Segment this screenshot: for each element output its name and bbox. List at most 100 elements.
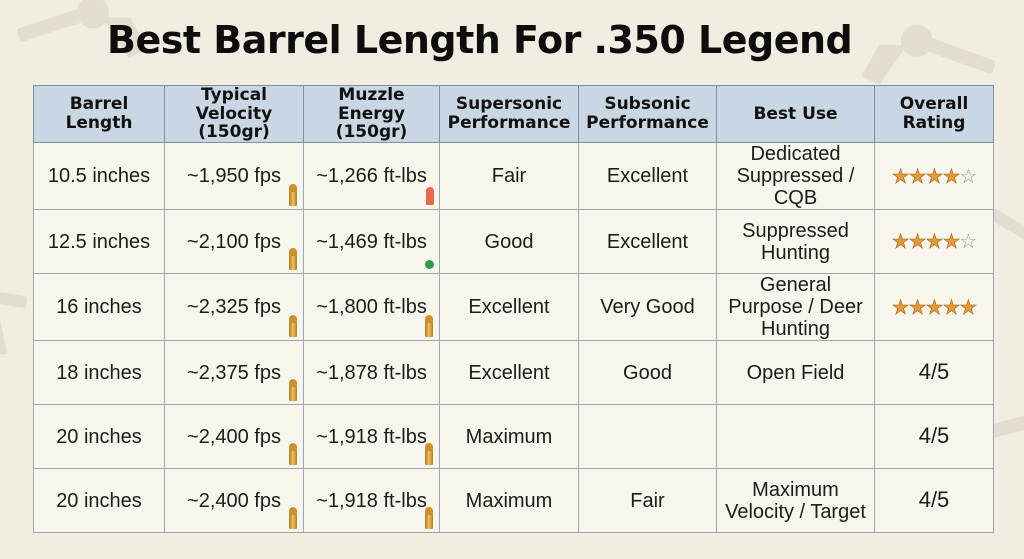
- header-best-use: Best Use: [716, 84, 875, 144]
- star-empty-icon: ☆: [959, 163, 977, 188]
- header-row: Barrel Length Typical Velocity (150gr) M…: [33, 84, 994, 144]
- energy-cell: ~1,878 ft-lbs: [303, 340, 440, 406]
- best-use-cell-text: Maximum Velocity / Target: [725, 478, 866, 523]
- cartridge-icon: [289, 184, 297, 207]
- star-filled-icon: ★: [891, 229, 910, 254]
- table-row: 20 inches ~2,400 fps ~1,918 ft-lbs Maximum 4…: [33, 404, 994, 470]
- subsonic-cell-text: Fair: [630, 489, 665, 512]
- rating-cell: 4/5: [874, 340, 994, 406]
- table-row: 16 inches ~2,325 fps ~1,800 ft-lbs Excellen…: [33, 273, 994, 342]
- supersonic-cell: Good: [439, 209, 579, 275]
- barrel-length-cell-text: 12.5 inches: [47, 230, 151, 253]
- subsonic-cell: Very Good: [578, 273, 717, 342]
- rating-cell: ★★★★★: [874, 273, 994, 342]
- cartridge-icon: [289, 507, 297, 530]
- cartridge-icon: [289, 443, 297, 466]
- best-use-cell-text: Dedicated Suppressed / CQB: [736, 143, 855, 210]
- subsonic-cell-text: Good: [623, 361, 672, 384]
- star-rating: ★★★★☆: [891, 163, 977, 188]
- supersonic-cell: Maximum: [439, 404, 579, 470]
- subsonic-cell: Excellent: [578, 142, 717, 211]
- velocity-cell: ~2,325 fps: [164, 273, 304, 342]
- star-empty-icon: ☆: [959, 229, 977, 254]
- rating-text: 4/5: [918, 487, 950, 513]
- energy-cell: ~1,266 ft-lbs: [303, 142, 440, 211]
- barrel-length-cell: 20 inches: [33, 468, 165, 534]
- table-row: 18 inches ~2,375 fps ~1,878 ft-lbs Excellen…: [33, 340, 994, 406]
- best-use-cell: Open Field: [716, 340, 875, 406]
- green-dot-icon: [425, 260, 434, 270]
- supersonic-cell-text: Excellent: [468, 296, 550, 319]
- cartridge-icon: [289, 379, 297, 402]
- supersonic-cell: Excellent: [439, 340, 579, 406]
- star-filled-icon: ★: [908, 163, 927, 188]
- velocity-cell-text: ~1,950 fps: [187, 165, 281, 188]
- velocity-cell: ~2,400 fps: [164, 468, 304, 534]
- subsonic-cell-text: Very Good: [600, 296, 695, 319]
- supersonic-cell-text: Excellent: [468, 361, 550, 384]
- subsonic-cell: Good: [578, 340, 717, 406]
- header-barrel-length: Barrel Length: [33, 84, 165, 144]
- page-title: Best Barrel Length For .350 Legend: [107, 18, 853, 62]
- star-filled-icon: ★: [942, 294, 961, 319]
- subsonic-cell-text: Excellent: [606, 165, 689, 188]
- energy-cell-text: ~1,266 ft-lbs: [316, 165, 427, 188]
- barrel-length-cell-text: 16 inches: [56, 296, 142, 319]
- table-row: 12.5 inches ~2,100 fps ~1,469 ft-lbs Good Ex…: [33, 209, 994, 275]
- velocity-cell-text: ~2,400 fps: [187, 425, 281, 448]
- rating-text: 4/5: [918, 423, 950, 449]
- subsonic-cell: Excellent: [578, 209, 717, 275]
- energy-cell-text: ~1,469 ft-lbs: [316, 230, 427, 253]
- rating-cell: ★★★★☆: [874, 209, 994, 275]
- revolver-icon: [0, 290, 28, 355]
- rating-cell: 4/5: [874, 468, 994, 534]
- rating-cell: 4/5: [874, 404, 994, 470]
- cartridge-icon: [289, 248, 297, 271]
- red-bullet-icon: [426, 187, 434, 206]
- best-use-cell: [716, 404, 875, 470]
- cartridge-icon: [425, 443, 433, 466]
- cartridge-icon: [425, 315, 433, 338]
- best-use-cell: General Purpose / Deer Hunting: [716, 273, 875, 342]
- table-row: 20 inches ~2,400 fps ~1,918 ft-lbs Maximum F…: [33, 468, 994, 534]
- star-rating: ★★★★☆: [891, 229, 977, 254]
- velocity-cell: ~2,400 fps: [164, 404, 304, 470]
- supersonic-cell: Maximum: [439, 468, 579, 534]
- star-filled-icon: ★: [891, 294, 910, 319]
- rating-cell: ★★★★☆: [874, 142, 994, 211]
- barrel-length-cell-text: 10.5 inches: [47, 165, 151, 188]
- barrel-length-cell: 16 inches: [33, 273, 165, 342]
- velocity-cell-text: ~2,375 fps: [187, 361, 281, 384]
- cartridge-icon: [289, 315, 297, 338]
- best-use-cell-text: Open Field: [746, 361, 845, 384]
- star-filled-icon: ★: [908, 229, 927, 254]
- barrel-length-cell-text: 20 inches: [56, 489, 142, 512]
- header-subsonic-performance: Subsonic Performance: [578, 84, 717, 144]
- velocity-cell-text: ~2,325 fps: [187, 296, 281, 319]
- star-filled-icon: ★: [942, 229, 961, 254]
- header-typical-velocity: Typical Velocity (150gr): [164, 84, 304, 144]
- subsonic-cell-text: Excellent: [606, 230, 689, 253]
- star-filled-icon: ★: [925, 229, 944, 254]
- energy-cell: ~1,918 ft-lbs: [303, 468, 440, 534]
- rating-text: 4/5: [918, 359, 950, 385]
- star-filled-icon: ★: [891, 163, 910, 188]
- barrel-length-cell: 10.5 inches: [33, 142, 165, 211]
- subsonic-cell: [578, 404, 717, 470]
- energy-cell-text: ~1,918 ft-lbs: [316, 425, 427, 448]
- barrel-length-cell: 20 inches: [33, 404, 165, 470]
- best-use-cell: Maximum Velocity / Target: [716, 468, 875, 534]
- supersonic-cell-text: Maximum: [465, 489, 553, 512]
- barrel-length-cell: 18 inches: [33, 340, 165, 406]
- star-filled-icon: ★: [908, 294, 927, 319]
- table-row: 10.5 inches ~1,950 fps ~1,266 ft-lbs Fair Ex…: [33, 142, 994, 211]
- star-filled-icon: ★: [942, 163, 961, 188]
- supersonic-cell-text: Fair: [491, 165, 527, 188]
- velocity-cell: ~2,375 fps: [164, 340, 304, 406]
- energy-cell-text: ~1,800 ft-lbs: [316, 296, 427, 319]
- velocity-cell-text: ~2,400 fps: [187, 489, 281, 512]
- velocity-cell: ~2,100 fps: [164, 209, 304, 275]
- subsonic-cell: Fair: [578, 468, 717, 534]
- barrel-length-cell-text: 20 inches: [56, 425, 142, 448]
- velocity-cell-text: ~2,100 fps: [187, 230, 281, 253]
